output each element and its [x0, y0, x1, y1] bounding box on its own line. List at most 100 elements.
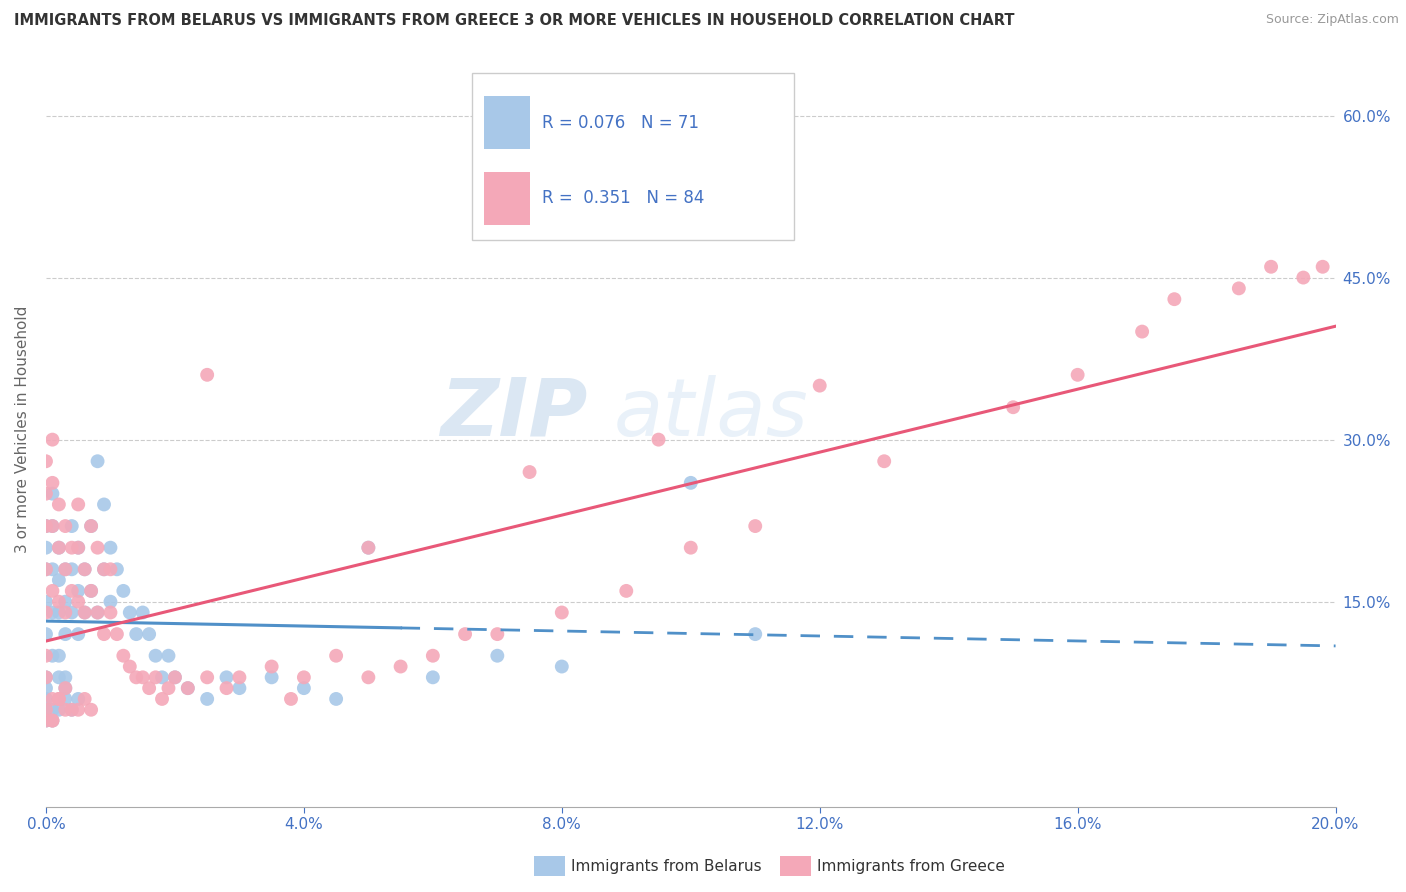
- Point: [35, 681, 58, 695]
- Point: [163, 670, 186, 684]
- Point: [280, 692, 302, 706]
- Text: Immigrants from Greece: Immigrants from Greece: [817, 859, 1005, 873]
- Point: [35, 519, 58, 533]
- Point: [86, 541, 108, 555]
- Point: [53, 562, 76, 576]
- Point: [48, 606, 70, 620]
- Text: Source: ZipAtlas.com: Source: ZipAtlas.com: [1265, 13, 1399, 27]
- Point: [35, 703, 58, 717]
- Point: [73, 562, 96, 576]
- Point: [67, 498, 90, 512]
- Point: [228, 670, 250, 684]
- Point: [551, 606, 574, 620]
- Point: [41, 519, 63, 533]
- Point: [73, 606, 96, 620]
- Point: [48, 648, 70, 663]
- Point: [60, 541, 83, 555]
- Point: [1292, 270, 1315, 285]
- Point: [41, 703, 63, 717]
- Point: [100, 541, 122, 555]
- Point: [73, 692, 96, 706]
- Point: [1130, 325, 1153, 339]
- Point: [118, 659, 141, 673]
- Point: [292, 670, 315, 684]
- Point: [53, 606, 76, 620]
- Point: [35, 562, 58, 576]
- Point: [100, 595, 122, 609]
- Point: [112, 648, 135, 663]
- Point: [41, 714, 63, 728]
- Point: [73, 606, 96, 620]
- Point: [48, 703, 70, 717]
- Point: [41, 583, 63, 598]
- Point: [131, 606, 153, 620]
- Point: [41, 714, 63, 728]
- Point: [292, 681, 315, 695]
- Point: [1227, 281, 1250, 295]
- Point: [215, 670, 238, 684]
- Point: [35, 606, 58, 620]
- Point: [195, 368, 218, 382]
- Point: [73, 562, 96, 576]
- Point: [808, 378, 831, 392]
- Point: [1260, 260, 1282, 274]
- Point: [41, 562, 63, 576]
- Point: [150, 670, 173, 684]
- Point: [41, 519, 63, 533]
- Point: [35, 714, 58, 728]
- Point: [1002, 401, 1025, 415]
- Point: [614, 583, 637, 598]
- Point: [357, 541, 380, 555]
- Point: [325, 648, 347, 663]
- Point: [93, 627, 115, 641]
- Point: [80, 583, 103, 598]
- Point: [53, 681, 76, 695]
- Point: [67, 541, 90, 555]
- Point: [67, 583, 90, 598]
- Point: [35, 627, 58, 641]
- Bar: [471, 73, 794, 240]
- Point: [86, 454, 108, 468]
- Point: [60, 703, 83, 717]
- Point: [35, 454, 58, 468]
- Point: [105, 562, 128, 576]
- Point: [125, 670, 148, 684]
- Point: [325, 692, 347, 706]
- Point: [35, 670, 58, 684]
- Point: [53, 627, 76, 641]
- Point: [389, 659, 412, 673]
- Point: [551, 659, 574, 673]
- Point: [80, 519, 103, 533]
- Point: [519, 465, 541, 479]
- Point: [41, 433, 63, 447]
- Point: [35, 519, 58, 533]
- Bar: [485, 171, 530, 225]
- Point: [35, 562, 58, 576]
- Point: [48, 692, 70, 706]
- Point: [35, 714, 58, 728]
- Point: [80, 583, 103, 598]
- Text: IMMIGRANTS FROM BELARUS VS IMMIGRANTS FROM GREECE 3 OR MORE VEHICLES IN HOUSEHOL: IMMIGRANTS FROM BELARUS VS IMMIGRANTS FR…: [14, 13, 1015, 29]
- Point: [125, 627, 148, 641]
- Point: [486, 648, 509, 663]
- Point: [60, 703, 83, 717]
- Point: [157, 681, 180, 695]
- Point: [1163, 292, 1185, 306]
- Point: [67, 627, 90, 641]
- Point: [744, 519, 766, 533]
- Point: [41, 486, 63, 500]
- Point: [60, 583, 83, 598]
- Point: [60, 562, 83, 576]
- Point: [80, 519, 103, 533]
- Point: [422, 670, 444, 684]
- Point: [53, 562, 76, 576]
- Point: [48, 498, 70, 512]
- Point: [35, 648, 58, 663]
- Text: R =  0.351   N = 84: R = 0.351 N = 84: [543, 189, 704, 207]
- Point: [48, 541, 70, 555]
- Point: [163, 670, 186, 684]
- Point: [150, 692, 173, 706]
- Point: [138, 681, 160, 695]
- Point: [215, 681, 238, 695]
- Text: atlas: atlas: [613, 375, 808, 453]
